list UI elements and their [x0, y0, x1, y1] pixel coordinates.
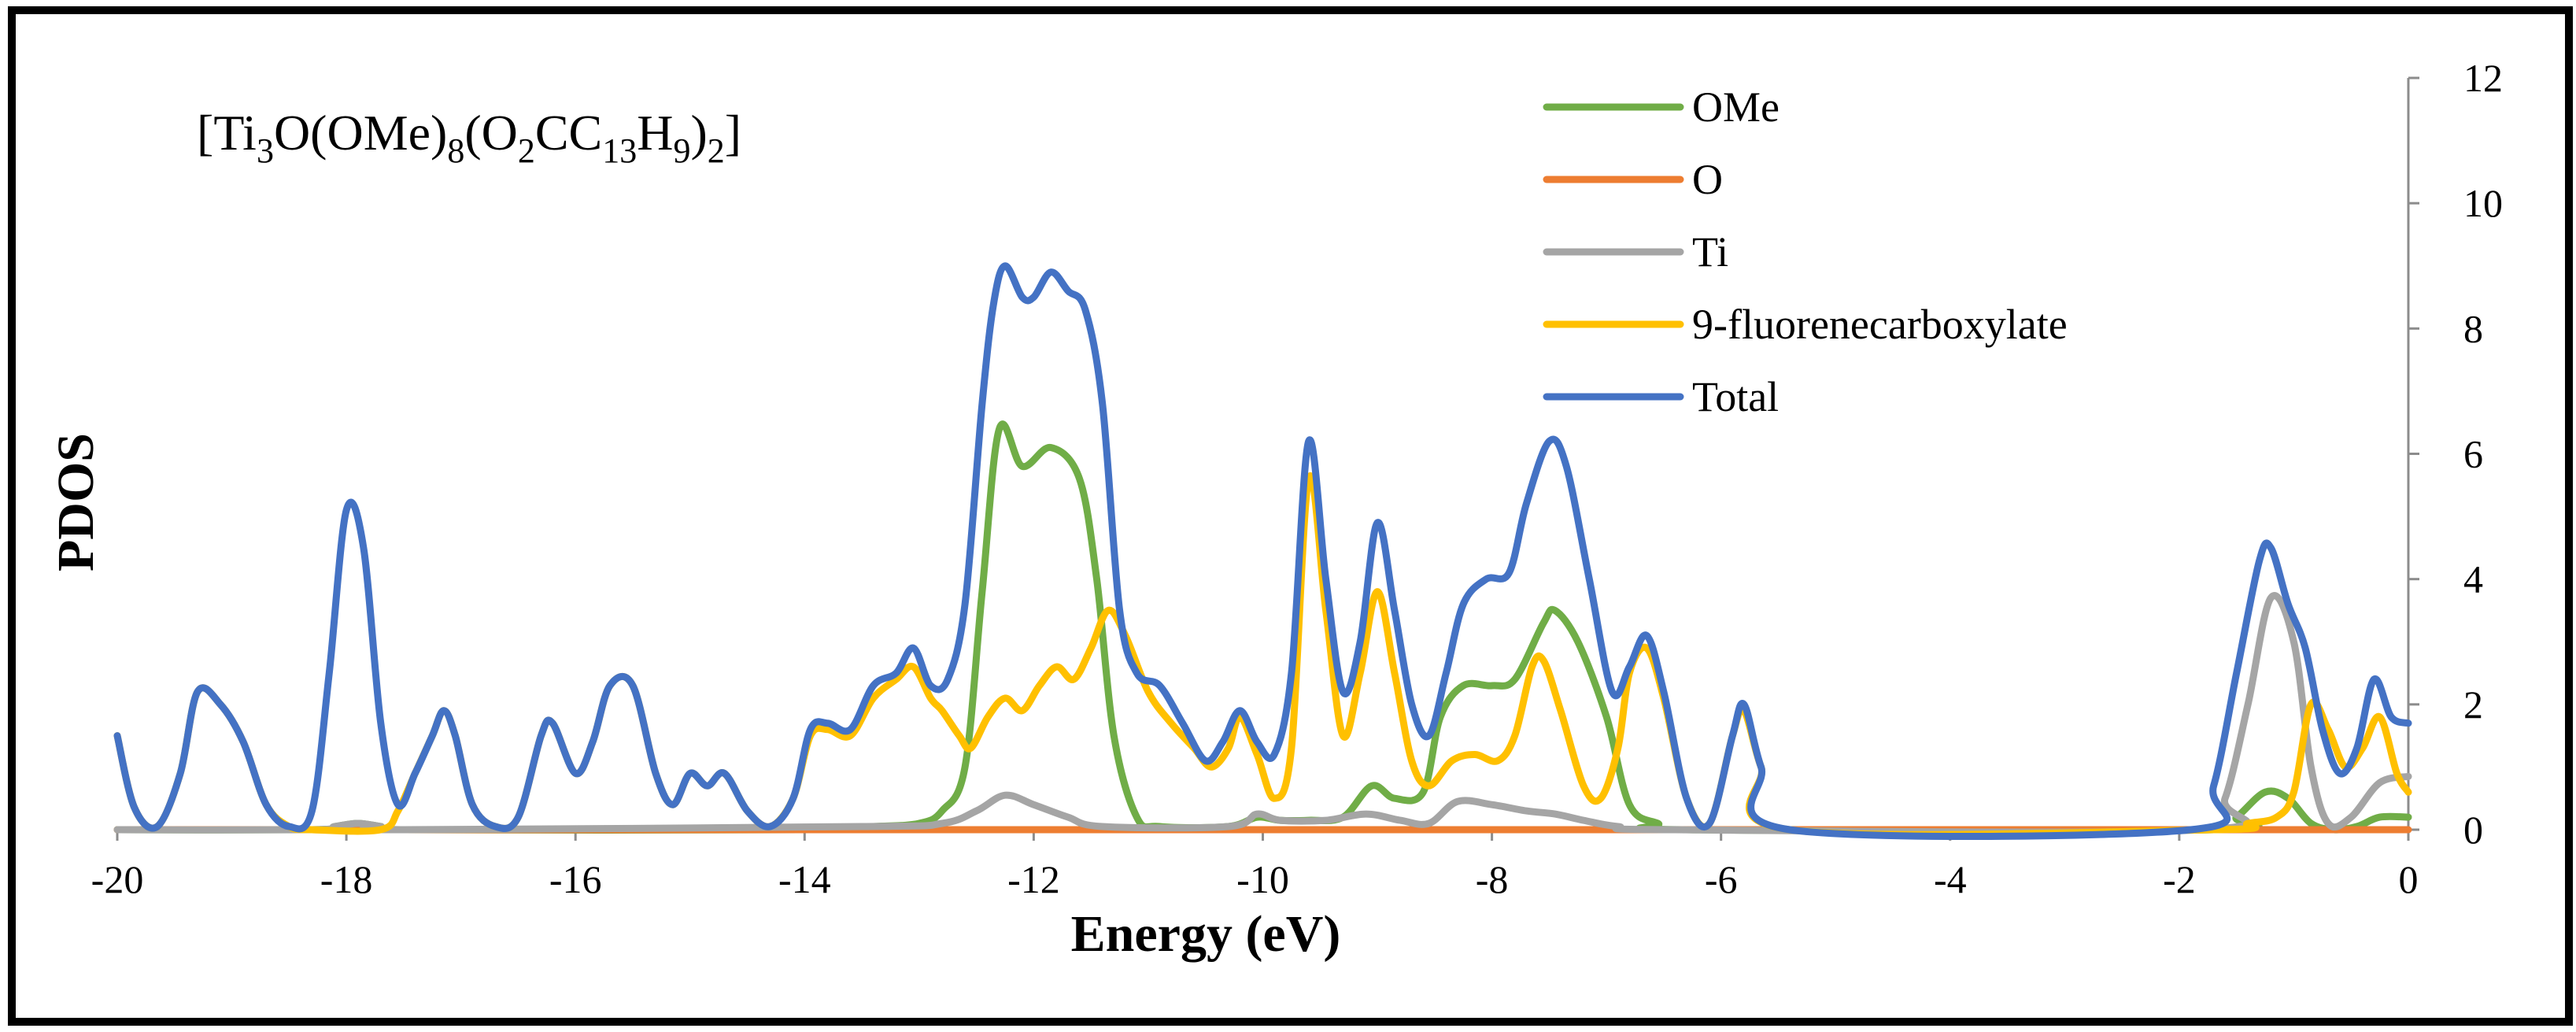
formula-text: H [637, 105, 673, 161]
formula-text: ] [725, 105, 741, 161]
formula-subscript: 3 [257, 131, 274, 170]
y-axis-title: PDOS [47, 433, 105, 571]
x-tick-label: -12 [1007, 857, 1060, 901]
series-line-total [113, 262, 2412, 841]
y-tick-label: 0 [2463, 808, 2483, 852]
chart-frame: -20 -18 -16 -14 -12 -10 -8 -6 -4 -2 0 0 2 4 6 8 10 12 [Ti… [8, 6, 2573, 1026]
formula-subscript: 2 [708, 131, 725, 170]
x-tick-label: -14 [778, 857, 831, 901]
formula-text: [Ti [197, 105, 257, 161]
formula-subscript: 13 [602, 131, 637, 170]
x-tick-label: -2 [2163, 857, 2196, 901]
formula-text: ) [690, 105, 707, 161]
y-tick-label: 10 [2463, 181, 2503, 225]
formula-subscript: 2 [518, 131, 535, 170]
x-tick-label: -4 [1934, 857, 1967, 901]
series-line-9-fluorenecarboxylate [113, 472, 2412, 838]
x-tick-label: -6 [1705, 857, 1738, 901]
x-tick-label: -16 [549, 857, 602, 901]
x-tick-label: -8 [1476, 857, 1509, 901]
y-tick-label: 12 [2463, 56, 2503, 100]
legend-label: OMe [1692, 83, 1780, 131]
legend-label: Ti [1692, 228, 1728, 276]
axes-layer [116, 76, 2419, 841]
formula-label: [Ti3O(OMe)8(O2CC13H9)2] [197, 105, 741, 170]
x-tick-label: 0 [2399, 857, 2419, 901]
formula-text: CC [535, 105, 602, 161]
y-tick-label: 8 [2463, 306, 2483, 350]
formula-subscript: 9 [673, 131, 690, 170]
y-tick-label: 4 [2463, 557, 2483, 601]
x-tick-label: -10 [1236, 857, 1289, 901]
legend-label: O [1692, 156, 1723, 203]
x-tick-label: -20 [91, 857, 144, 901]
y-tick-label: 6 [2463, 432, 2483, 476]
x-axis-title: Energy (eV) [1071, 905, 1341, 963]
formula-text: (O [464, 105, 518, 161]
series-line-ti [113, 592, 2412, 836]
legend-label: 9-fluorenecarboxylate [1692, 301, 2068, 348]
formula-subscript: 8 [447, 131, 464, 170]
y-tick-label: 2 [2463, 682, 2483, 727]
legend-label: Total [1692, 373, 1779, 420]
series-layer [113, 262, 2412, 841]
x-tick-label: -18 [320, 857, 373, 901]
formula-text: O(OMe) [274, 105, 447, 161]
legend: OMe O Ti 9-fluorenecarboxylate Total [1543, 83, 2068, 420]
